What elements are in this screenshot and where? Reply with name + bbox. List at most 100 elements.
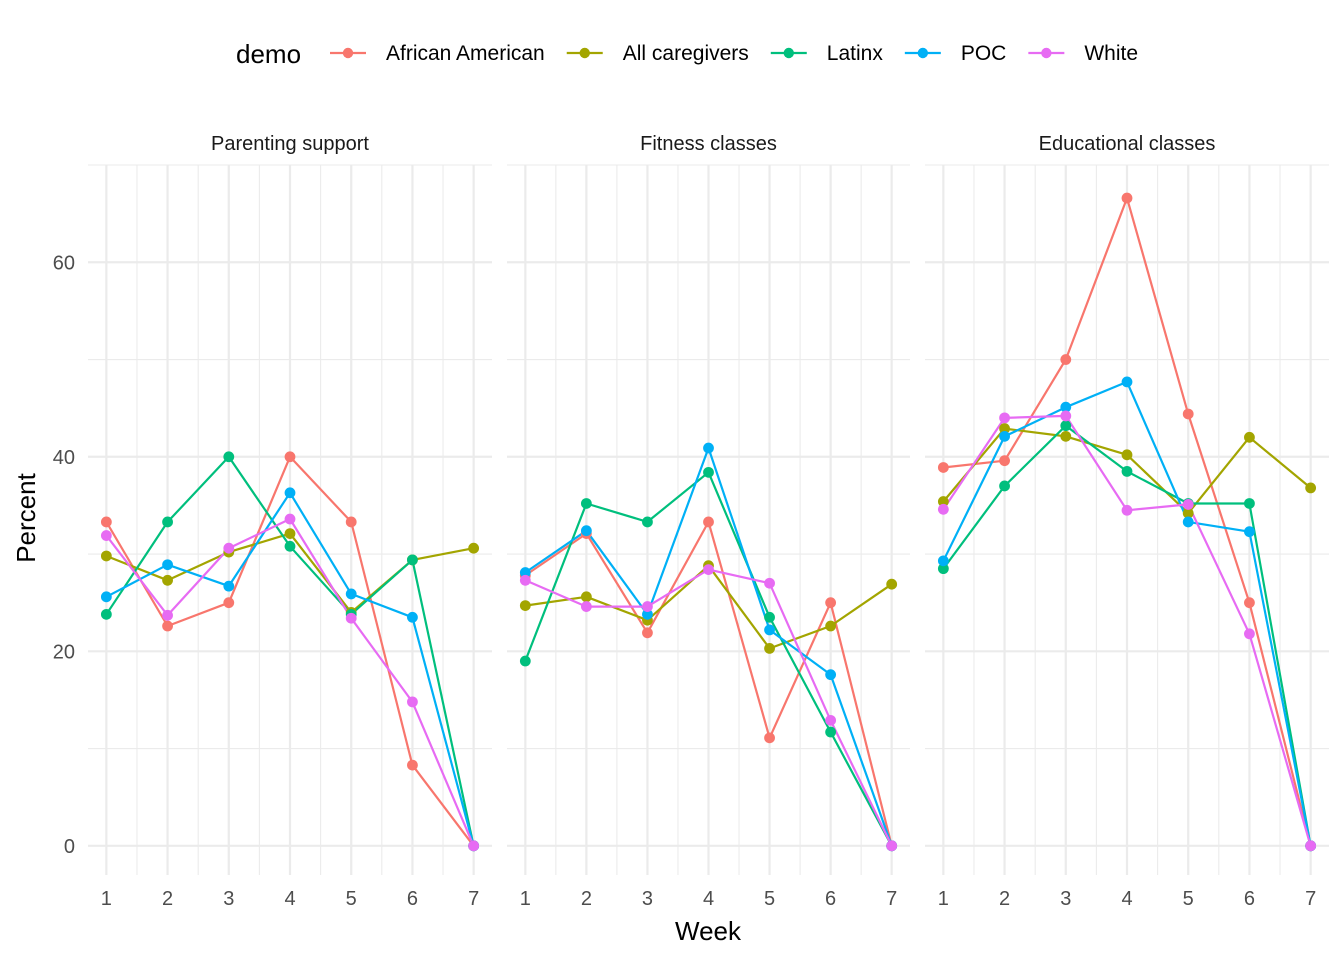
data-point [1121,449,1133,461]
data-point [642,608,653,620]
x-tick-label: 6 [1244,888,1255,910]
data-point [100,608,112,620]
panel-title: Parenting support [211,133,369,155]
legend-item-poc: POC [904,42,1007,65]
data-point [937,503,949,515]
x-tick-label: 4 [284,888,295,910]
data-point [886,578,898,590]
data-point [1060,354,1072,365]
panel-title: Educational classes [1039,133,1216,155]
legend-key-point [783,47,794,59]
data-point [1305,482,1317,494]
legend: demo African American All caregivers Latin… [236,39,1138,69]
legend-item-white: White [1028,42,1138,65]
data-point [642,516,653,528]
data-point [937,555,949,567]
y-axis-title: Percent [11,472,41,562]
data-point [468,542,480,554]
data-point [223,542,235,554]
points-white [100,513,480,852]
x-tick-label: 1 [520,888,531,910]
legend-label: White [1084,42,1138,65]
data-point [519,567,531,578]
data-point [999,455,1010,467]
x-tick-label: 1 [101,888,112,910]
data-point [1305,840,1317,852]
data-point [825,669,837,681]
x-tick-label: 2 [162,888,173,910]
data-point [468,840,480,852]
data-point [407,554,418,566]
data-point [1060,420,1072,432]
data-point [886,840,898,852]
data-point [223,597,235,609]
data-point [703,564,714,576]
data-point [1182,516,1194,528]
data-point [284,540,296,552]
data-point [703,516,714,528]
data-point [519,600,531,611]
data-point [999,423,1010,434]
data-point [100,516,112,528]
data-point [1244,526,1255,538]
x-tick-label: 3 [642,888,653,910]
panel-parenting-support: Parenting support 1 2 3 4 5 6 7 0 20 40 60 [53,133,492,910]
gridlines [507,164,910,875]
legend-item-latinx: Latinx [770,42,884,65]
y-tick-label: 40 [53,447,75,469]
data-point [100,530,112,541]
data-point [407,611,418,623]
data-point [345,516,357,528]
x-tick-label: 7 [468,888,479,910]
data-point [825,714,837,726]
data-point [764,611,775,623]
data-point [223,451,235,463]
data-point [1182,507,1194,519]
points-all-caregivers [519,560,898,654]
data-point [999,412,1010,424]
data-point [764,642,775,654]
data-point [162,609,173,621]
x-tick-label: 6 [825,888,836,910]
x-tick-label: 5 [346,888,357,910]
legend-key-point [917,47,929,59]
legend-label: POC [961,42,1007,65]
data-point [223,580,235,592]
data-point [1060,430,1072,442]
panels: Parenting support 1 2 3 4 5 6 7 0 20 40 60 Fitness c… [53,133,1329,910]
data-point [580,525,592,537]
data-point [162,574,173,586]
data-point [764,577,775,589]
y-tick-label: 20 [53,641,75,663]
data-point [284,487,296,499]
data-point [937,563,949,575]
y-tick-label: 0 [64,836,75,858]
data-point [407,759,418,771]
legend-item-all-caregivers: All caregivers [566,42,749,65]
points-african-american [937,192,1317,852]
data-point [1060,410,1072,422]
points-all-caregivers [937,423,1317,519]
data-point [580,591,592,603]
data-point [519,655,531,667]
legend-key-point [579,47,590,59]
data-point [100,591,112,603]
data-point [999,480,1010,492]
gridlines [925,164,1329,875]
legend-key-point [342,47,354,59]
x-tick-label: 7 [1305,888,1316,910]
points-white [937,410,1317,852]
data-point [764,624,775,636]
data-point [764,732,775,744]
data-point [703,466,714,478]
data-point [1121,376,1133,388]
x-tick-label: 5 [1183,888,1194,910]
legend-label: African American [386,42,545,65]
x-tick-label: 1 [938,888,949,910]
data-point [1182,499,1194,510]
data-point [937,462,949,473]
data-point [999,430,1010,442]
legend-label: Latinx [827,42,884,65]
data-point [580,498,592,509]
